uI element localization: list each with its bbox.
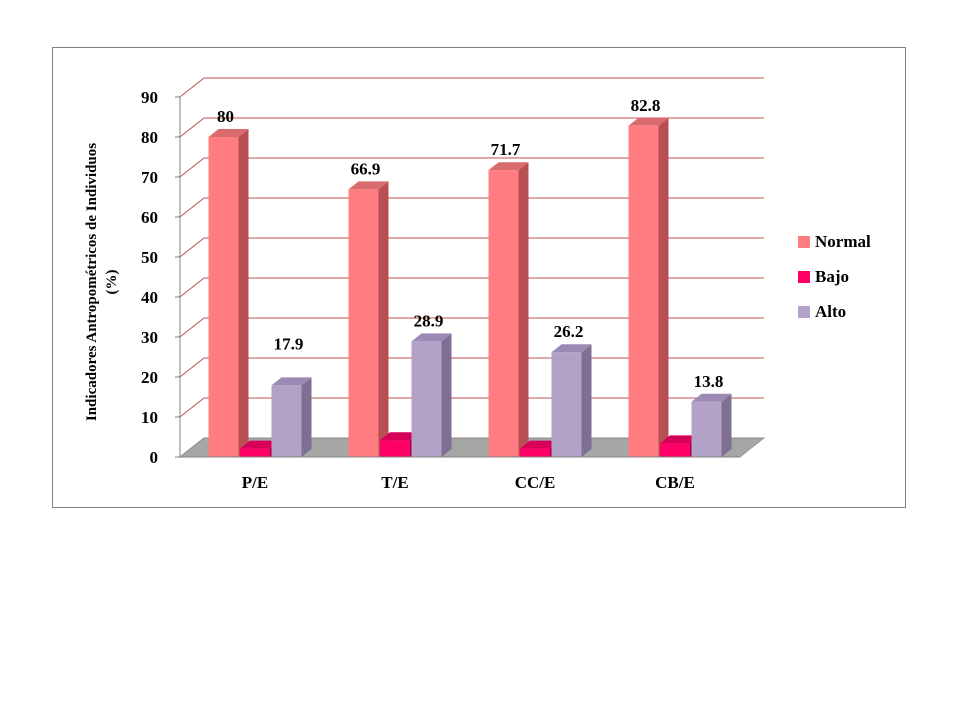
gridline	[179, 317, 764, 338]
y-tick-label: 50	[141, 248, 158, 267]
legend-label-normal: Normal	[815, 232, 871, 251]
data-label: 66.9	[351, 159, 381, 178]
gridline	[179, 157, 764, 178]
label-layer: 80 17.9 66.9 28.9 71.7 26.2 82.8 13.8	[217, 96, 723, 391]
x-tick-label: T/E	[381, 473, 408, 492]
x-tick-label: P/E	[242, 473, 268, 492]
y-tick-label: 70	[141, 168, 158, 187]
bar-layer	[208, 117, 732, 458]
bar-normal-cc-e	[488, 162, 529, 457]
data-label: 28.9	[414, 311, 444, 330]
x-tick-label: CC/E	[515, 473, 556, 492]
y-tick-label: 0	[150, 448, 159, 467]
axis-layer: 0 10 20 30 40 50 60 70 80 90 P/E T/E CC/E CB/E	[141, 88, 740, 492]
gridline	[179, 277, 764, 298]
y-tick-label: 80	[141, 128, 158, 147]
bar-normal-t-e	[348, 181, 389, 457]
bar-alto-p-e	[271, 377, 312, 457]
bar-normal-p-e	[208, 129, 249, 457]
legend-swatch-normal	[798, 236, 810, 248]
x-tick-label: CB/E	[655, 473, 695, 492]
data-label: 17.9	[274, 334, 304, 353]
y-tick-label: 30	[141, 328, 158, 347]
legend-swatch-alto	[798, 306, 810, 318]
gridline	[179, 397, 764, 418]
data-label: 26.2	[554, 322, 584, 341]
gridline	[179, 357, 764, 378]
gridline	[179, 237, 764, 258]
y-tick-label: 90	[141, 88, 158, 107]
bar-alto-cc-e	[551, 344, 592, 457]
y-tick-label: 40	[141, 288, 158, 307]
y-tick-label: 20	[141, 368, 158, 387]
y-tick-label: 10	[141, 408, 158, 427]
bar-alto-t-e	[411, 333, 452, 457]
bar-normal-cb-e	[628, 117, 669, 458]
gridline	[179, 197, 764, 218]
bar-alto-cb-e	[691, 393, 732, 457]
legend: Normal Bajo Alto	[798, 232, 871, 321]
data-label: 80	[217, 107, 234, 126]
legend-label-alto: Alto	[815, 302, 846, 321]
y-axis-label-line2: (%)	[104, 270, 120, 295]
grid-layer	[179, 77, 764, 458]
legend-swatch-bajo	[798, 271, 810, 283]
gridline	[179, 117, 764, 138]
data-label: 13.8	[694, 372, 724, 391]
y-axis-label-line1: Indicadores Antropométricos de Individuo…	[84, 143, 100, 421]
y-tick-label: 60	[141, 208, 158, 227]
data-label: 71.7	[491, 140, 521, 159]
legend-label-bajo: Bajo	[815, 267, 849, 286]
gridline	[179, 77, 764, 98]
data-label: 82.8	[631, 96, 661, 115]
